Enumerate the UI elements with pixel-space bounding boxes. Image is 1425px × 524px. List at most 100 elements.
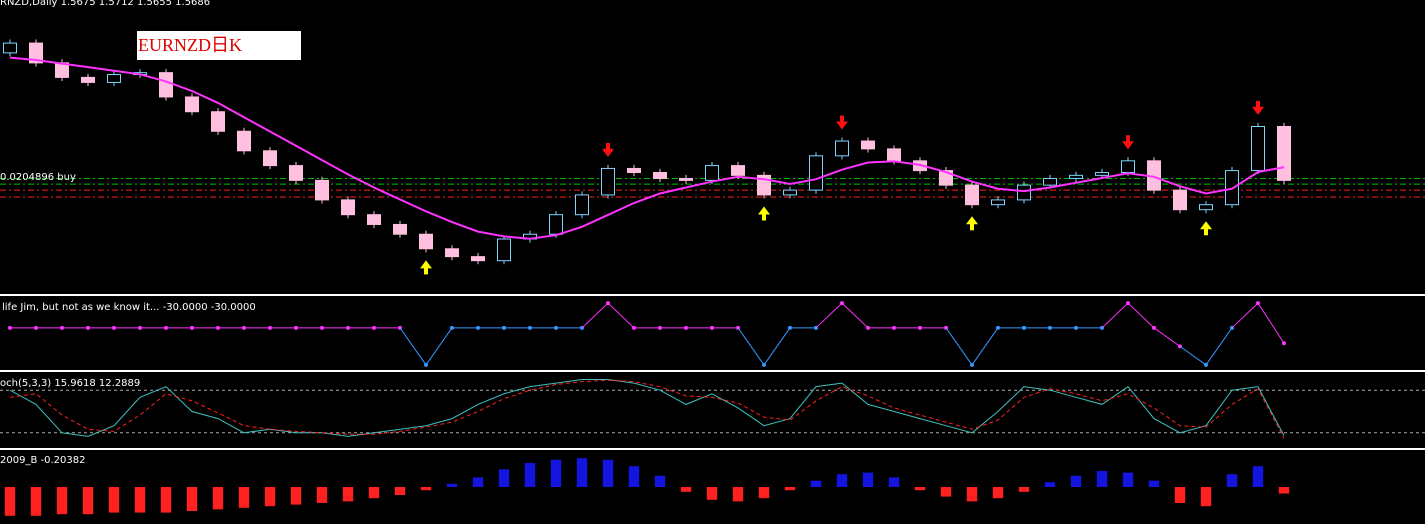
indicator-segment <box>581 302 609 329</box>
histogram-bar <box>290 487 302 505</box>
indicator-segment <box>945 327 973 366</box>
indicator-segment <box>425 327 453 366</box>
histogram-bar <box>576 458 588 487</box>
histogram-bar <box>394 487 406 495</box>
candle-body <box>783 189 797 196</box>
candle-body <box>1095 172 1109 176</box>
indicator-segment <box>399 327 427 366</box>
candle-body <box>81 76 95 83</box>
candle-body <box>29 42 43 64</box>
candle-body <box>367 214 381 225</box>
candle-body <box>419 233 433 250</box>
candle-body <box>185 96 199 113</box>
histogram-bar <box>420 487 432 491</box>
histogram-bar <box>82 487 94 515</box>
indicator-line <box>9 379 1285 437</box>
candle-body <box>211 111 225 132</box>
sell-arrow <box>1122 135 1134 150</box>
indicator-segment <box>815 302 843 329</box>
histogram-bar <box>160 487 172 513</box>
candle-body <box>809 155 823 191</box>
indicator-segment <box>737 327 765 366</box>
histogram-bar <box>810 480 822 487</box>
candle-body <box>887 148 901 162</box>
candle-body <box>107 74 121 83</box>
histogram-bar <box>1044 482 1056 487</box>
histogram-bar <box>264 487 276 507</box>
indicator-segment <box>1205 327 1233 366</box>
histogram-bar <box>940 487 952 497</box>
histogram-bar <box>1252 466 1264 487</box>
candle-body <box>497 238 511 262</box>
indicator-point <box>1282 341 1286 346</box>
histogram-bar <box>30 487 42 516</box>
histogram-bar <box>654 475 666 487</box>
sell-arrow <box>1252 100 1264 115</box>
histogram-bar <box>628 466 640 487</box>
sell-arrow <box>836 115 848 130</box>
histogram-bar <box>1174 487 1186 503</box>
histogram-bar <box>4 487 16 516</box>
candle-body <box>289 165 303 181</box>
histogram-bar <box>1148 480 1160 487</box>
histogram-bar <box>446 483 458 487</box>
indicator-segment <box>763 327 791 366</box>
histogram-bar <box>602 459 614 487</box>
candle-body <box>341 199 355 216</box>
candle-body <box>679 177 693 181</box>
histogram-bar <box>1018 487 1030 492</box>
histogram-bar <box>1122 472 1134 487</box>
candle-body <box>1277 126 1291 181</box>
histogram-bar <box>680 487 692 492</box>
level-label: 0.0204896 buy <box>0 172 76 183</box>
buy-arrow <box>758 206 770 221</box>
candle-body <box>1043 177 1057 186</box>
candle-body <box>315 179 329 201</box>
histogram-bar <box>992 487 1004 499</box>
candle-body <box>1069 174 1083 179</box>
histogram-bar <box>550 459 562 487</box>
candle-body <box>263 150 277 167</box>
indicator-segment <box>1127 302 1155 329</box>
candle-body <box>237 130 251 152</box>
buy-arrow <box>1200 221 1212 236</box>
candle-body <box>549 214 563 235</box>
label-box <box>137 31 301 60</box>
histogram-bar <box>758 487 770 499</box>
candle-body <box>965 184 979 206</box>
histogram-bar <box>342 487 354 502</box>
histogram-bar <box>498 469 510 487</box>
histogram-bar <box>524 463 536 487</box>
candle-body <box>705 165 719 181</box>
indicator-segment <box>1179 345 1207 366</box>
buy-arrow <box>420 260 432 275</box>
chart-label: EURNZD日K <box>138 35 242 55</box>
indicator-segment <box>1101 302 1129 329</box>
indicator-segment <box>1153 327 1181 347</box>
ma-line <box>9 56 1285 240</box>
histogram-bar <box>1070 475 1082 487</box>
candle-body <box>445 248 459 258</box>
histogram-bar <box>238 487 250 508</box>
histogram-bar <box>1096 471 1108 487</box>
candle-body <box>627 167 641 174</box>
candle-body <box>1199 204 1213 211</box>
histogram-bar <box>1226 474 1238 487</box>
candle-body <box>1251 126 1265 172</box>
histogram-bar <box>1278 487 1290 494</box>
histogram-bar <box>914 487 926 491</box>
histogram-bar <box>316 487 328 503</box>
candle-body <box>731 165 745 176</box>
histogram-bar <box>472 477 484 487</box>
indicator-segment <box>971 327 999 366</box>
histogram-bar <box>888 477 900 487</box>
buy-arrow <box>966 216 978 231</box>
histogram-bar <box>368 487 380 499</box>
candle-body <box>1017 184 1031 201</box>
histogram-bar <box>56 487 68 515</box>
histogram-bar <box>1200 487 1212 507</box>
panel-title: och(5,3,3) 15.9618 12.2889 <box>0 378 140 389</box>
indicator-segment <box>1231 302 1259 329</box>
